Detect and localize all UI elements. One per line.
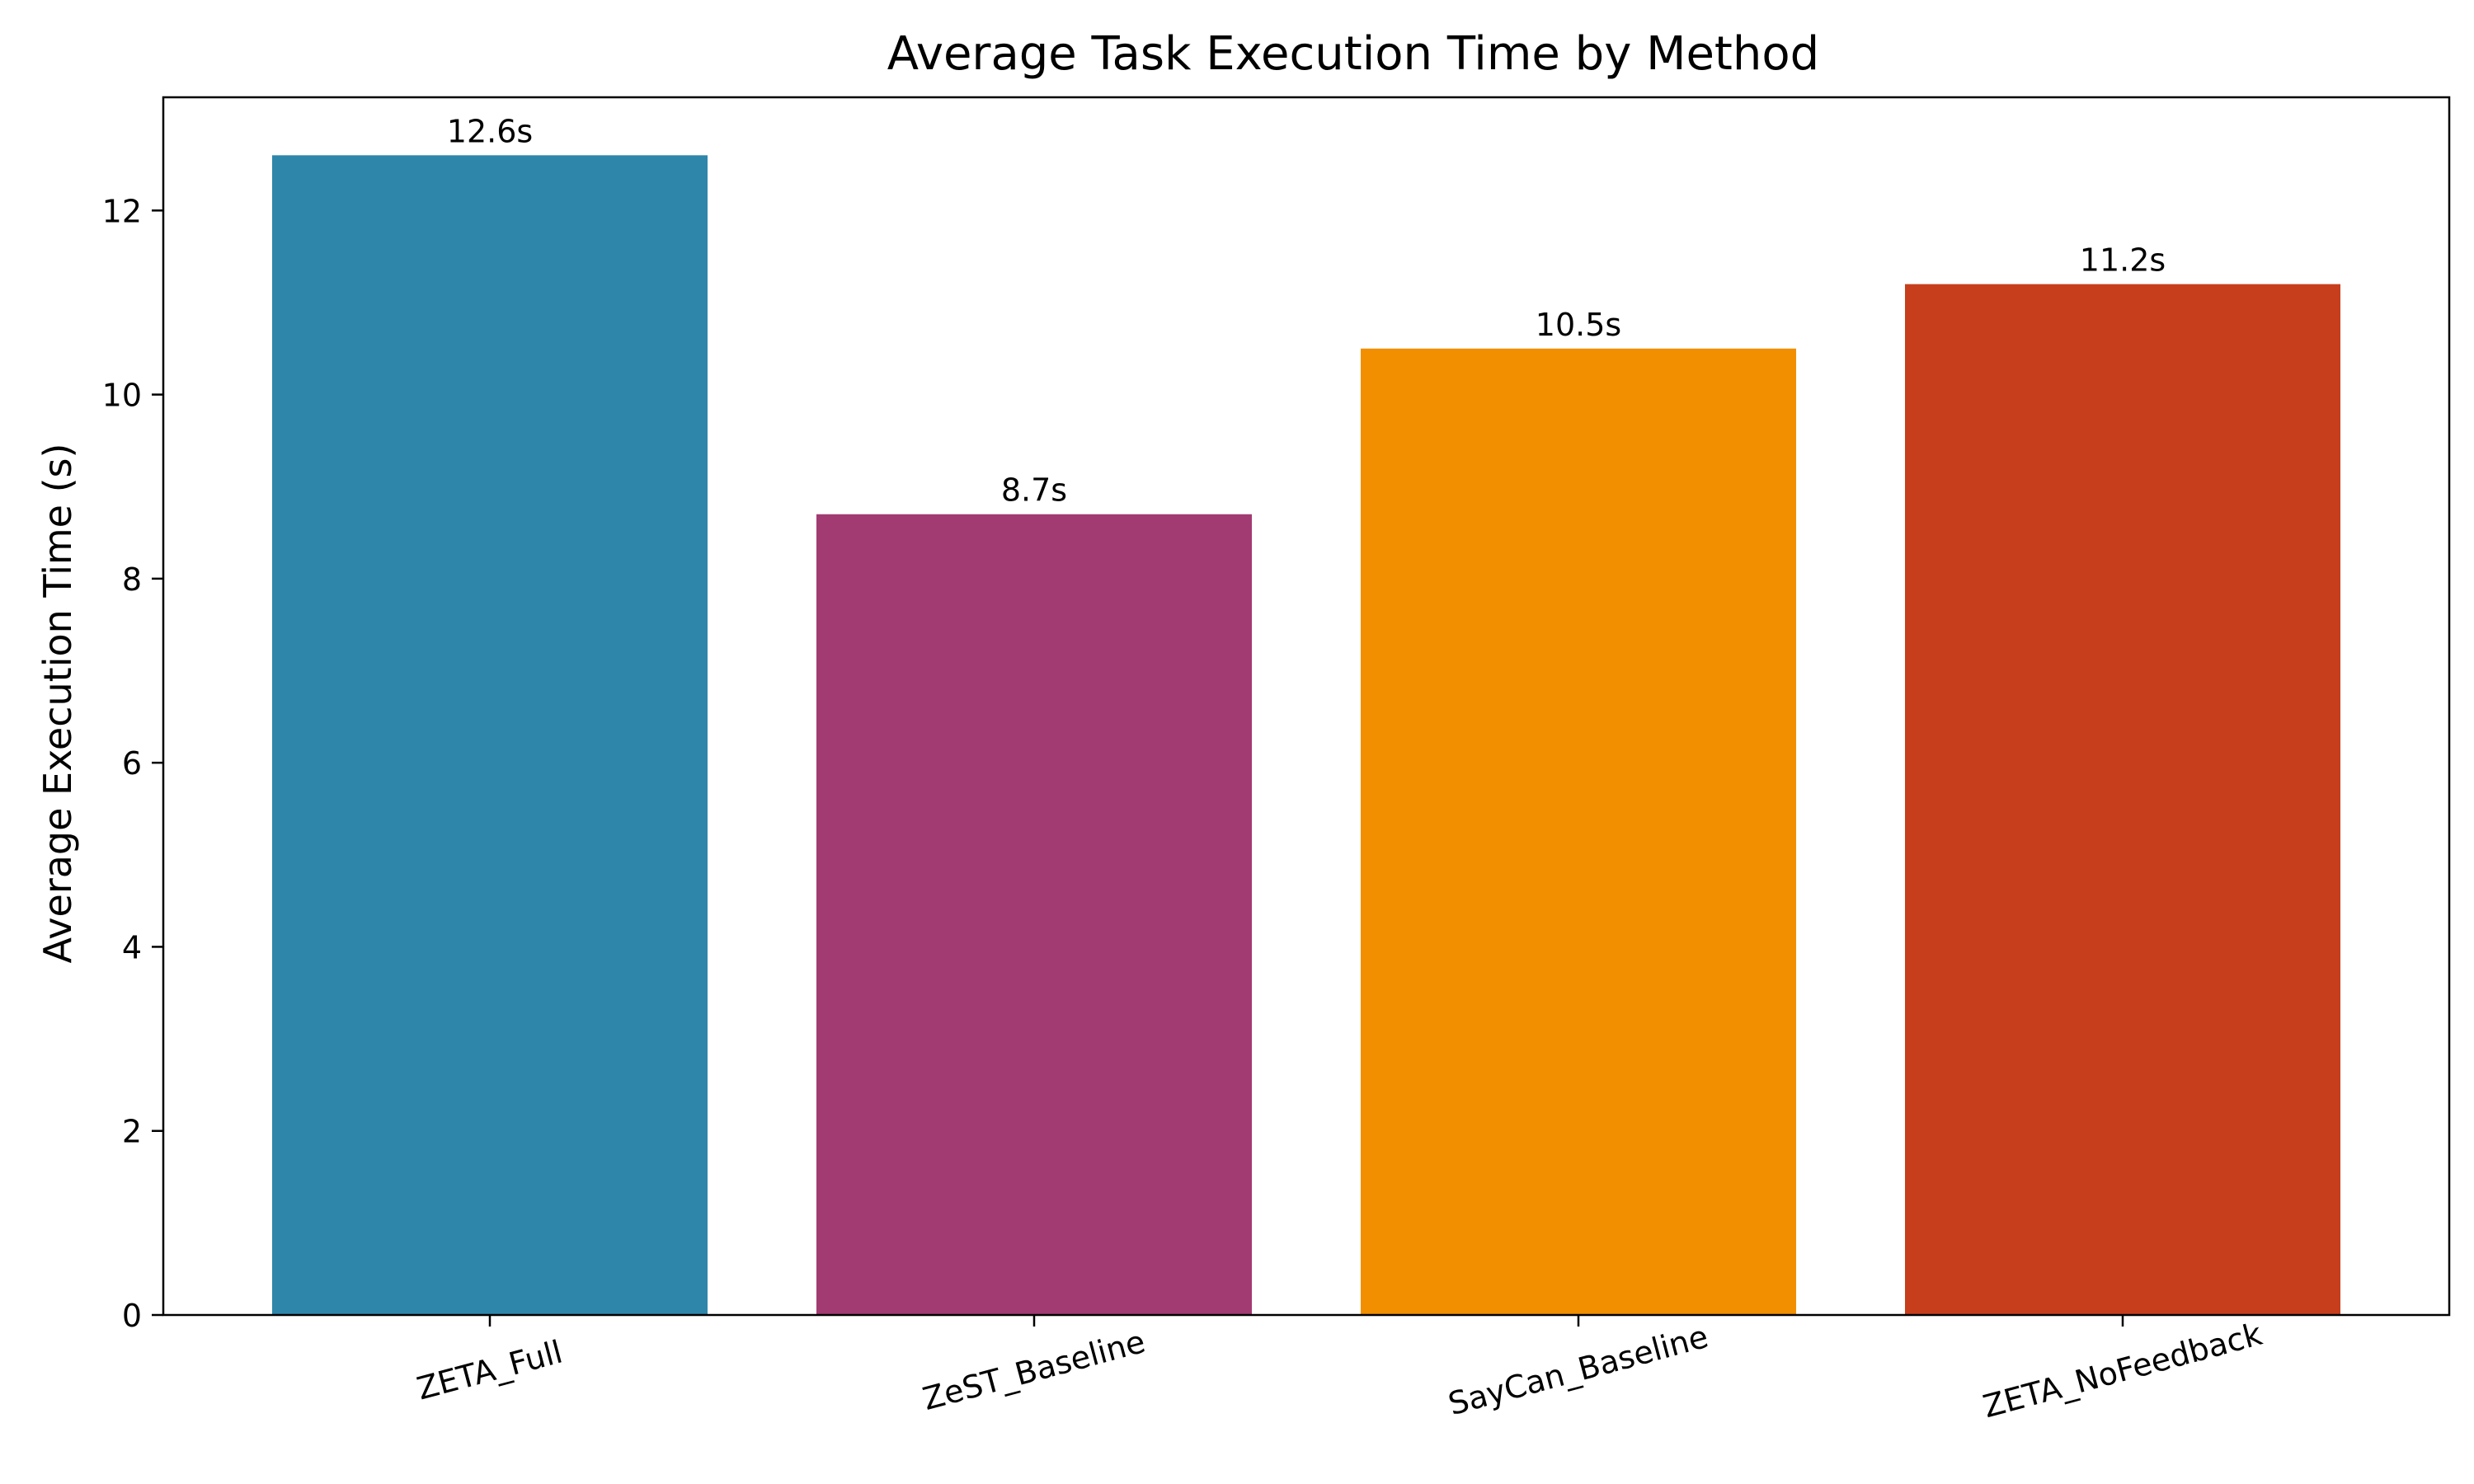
x-tick-label-zest-baseline: ZeST_Baseline (919, 1323, 1149, 1417)
bars-layer (272, 155, 2340, 1315)
value-label-saycan-baseline: 10.5s (1536, 307, 1621, 343)
value-label-zeta-full: 12.6s (447, 113, 533, 149)
y-axis: 0 2 4 6 8 10 12 (102, 193, 163, 1334)
bar-zeta-nofeedback (1905, 284, 2340, 1315)
plot-frame (162, 96, 2451, 1317)
value-labels-layer: 12.6s 8.7s 10.5s 11.2s (447, 113, 2166, 508)
value-label-zeta-nofeedback: 11.2s (2080, 242, 2166, 279)
y-tick-label-8: 8 (122, 561, 142, 598)
y-axis-label: Average Execution Time (s) (35, 444, 80, 964)
bar-zeta-full (272, 155, 708, 1315)
y-tick-label-12: 12 (102, 193, 142, 229)
x-tick-label-saycan-baseline: SayCan_Baseline (1445, 1318, 1712, 1422)
y-tick-label-10: 10 (102, 378, 142, 414)
x-axis: ZETA_Full ZeST_Baseline SayCan_Baseline ZET… (413, 1315, 2265, 1425)
bar-zest-baseline (816, 514, 1252, 1315)
y-tick-label-0: 0 (122, 1298, 142, 1334)
x-tick-label-zeta-full: ZETA_Full (413, 1333, 567, 1407)
value-label-zest-baseline: 8.7s (1001, 472, 1067, 509)
y-tick-label-4: 4 (122, 929, 142, 965)
y-tick-label-2: 2 (122, 1114, 142, 1150)
y-tick-label-6: 6 (122, 745, 142, 782)
x-tick-label-zeta-nofeedback: ZETA_NoFeedback (1979, 1316, 2265, 1425)
bar-saycan-baseline (1361, 348, 1796, 1315)
chart-title: Average Task Execution Time by Method (887, 27, 1819, 81)
